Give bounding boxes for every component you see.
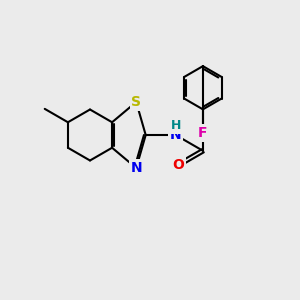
Text: F: F (198, 126, 208, 140)
Text: H: H (170, 119, 181, 132)
Text: S: S (131, 95, 141, 109)
Text: O: O (172, 158, 184, 172)
Text: N: N (130, 161, 142, 175)
Text: N: N (170, 128, 182, 142)
